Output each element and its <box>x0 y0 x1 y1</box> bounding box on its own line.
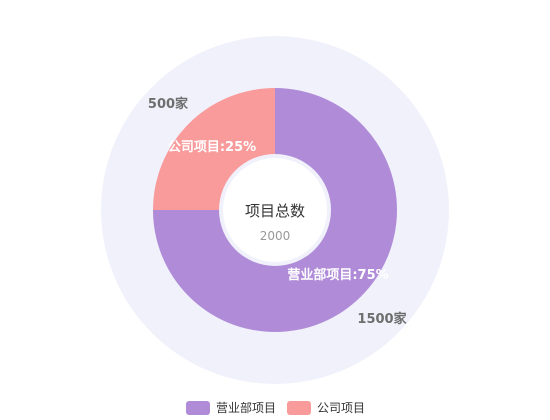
legend[interactable]: 营业部项目 公司项目 <box>186 400 365 415</box>
legend-item-0[interactable]: 营业部项目 <box>186 400 276 415</box>
legend-item-1[interactable]: 公司项目 <box>287 401 365 415</box>
donut-slices <box>153 88 397 332</box>
center-value: 2000 <box>260 229 291 243</box>
legend-label-1: 公司项目 <box>317 401 365 415</box>
legend-swatch-1 <box>287 401 311 415</box>
center-title: 项目总数 <box>245 202 305 220</box>
slice-inner-label-0: 营业部项目:75% <box>287 267 388 283</box>
slice-inner-label-1: 公司项目:25% <box>168 140 256 155</box>
slice-labels: 营业部项目:75% 1500家 公司项目:25% 500家 <box>148 96 408 327</box>
legend-label-0: 营业部项目 <box>216 400 276 415</box>
center-disc <box>223 158 327 262</box>
legend-swatch-0 <box>186 401 210 415</box>
slice-1[interactable] <box>153 88 275 210</box>
slice-outer-label-1: 500家 <box>148 96 189 112</box>
slice-outer-label-0: 1500家 <box>357 311 407 327</box>
slice-0[interactable] <box>153 88 397 332</box>
